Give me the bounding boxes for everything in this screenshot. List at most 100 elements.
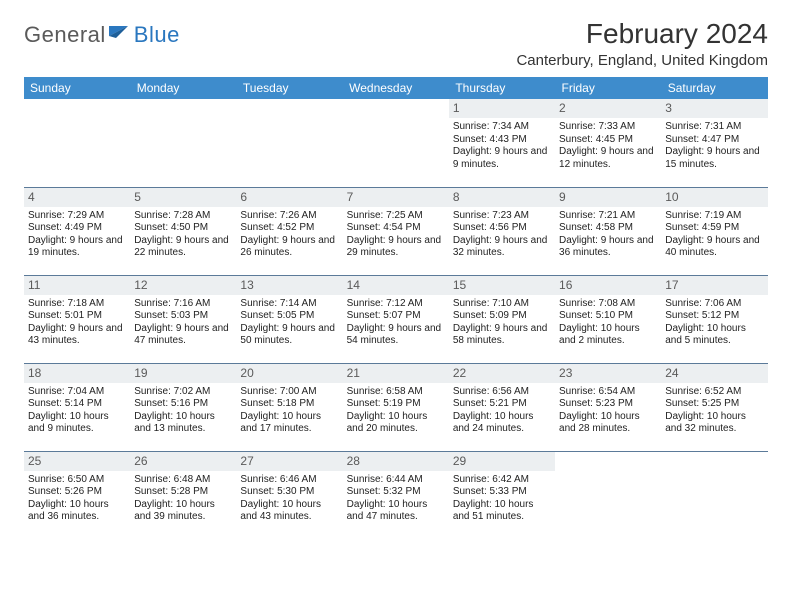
sunrise-line: Sunrise: 7:06 AM — [665, 298, 763, 311]
sunset-line: Sunset: 5:01 PM — [28, 310, 126, 323]
day-number: 29 — [449, 452, 555, 471]
calendar-cell: 5Sunrise: 7:28 AMSunset: 4:50 PMDaylight… — [130, 187, 236, 275]
sunrise-line: Sunrise: 7:08 AM — [559, 298, 657, 311]
calendar-cell: 29 Sunrise: 6:42 AMSunset: 5:33 PMDayligh… — [449, 451, 555, 539]
calendar-cell: 12Sunrise: 7:16 AMSunset: 5:03 PMDayligh… — [130, 275, 236, 363]
sunrise-line: Sunrise: 7:25 AM — [347, 210, 445, 223]
calendar-week-row: 25 Sunrise: 6:50 AMSunset: 5:26 PM Dayligh… — [24, 451, 768, 539]
day-number: 25 — [24, 452, 130, 471]
calendar-cell: 9Sunrise: 7:21 AMSunset: 4:58 PMDaylight… — [555, 187, 661, 275]
sunset-line: Sunset: 5:26 PM — [28, 486, 126, 499]
day-number: 2 — [555, 99, 661, 118]
day-number: 10 — [661, 188, 767, 207]
sunrise-line: Sunrise: 7:28 AM — [134, 210, 232, 223]
day-number: 7 — [343, 188, 449, 207]
sunset-line: Sunset: 5:28 PM — [134, 486, 232, 499]
weekday-header: Friday — [555, 77, 661, 99]
weekday-header: Thursday — [449, 77, 555, 99]
sunrise-line: Sunrise: 7:12 AM — [347, 298, 445, 311]
day-number: 1 — [449, 99, 555, 118]
flag-icon — [108, 24, 130, 47]
daylight-line: Daylight: 10 hours and 24 minutes. — [453, 411, 551, 436]
day-number: 24 — [661, 364, 767, 383]
sunset-line: Sunset: 4:43 PM — [453, 134, 551, 147]
day-number: 5 — [130, 188, 236, 207]
day-number: 20 — [236, 364, 342, 383]
sunrise-line: Sunrise: 7:21 AM — [559, 210, 657, 223]
sunrise-line: Sunrise: 7:14 AM — [240, 298, 338, 311]
daylight-line: Daylight: 9 hours and 26 minutes. — [240, 235, 338, 260]
calendar-cell: 10 Sunrise: 7:19 AMSunset: 4:59 PMDayligh… — [661, 187, 767, 275]
calendar-cell: 21Sunrise: 6:58 AMSunset: 5:19 PMDayligh… — [343, 363, 449, 451]
day-number: 3 — [661, 99, 767, 118]
calendar-cell: 8Sunrise: 7:23 AMSunset: 4:56 PMDaylight… — [449, 187, 555, 275]
sunrise-line: Sunrise: 6:48 AM — [134, 474, 232, 487]
sunset-line: Sunset: 5:32 PM — [347, 486, 445, 499]
sunset-line: Sunset: 5:09 PM — [453, 310, 551, 323]
calendar-week-row: 1Sunrise: 7:34 AMSunset: 4:43 PMDaylight… — [24, 99, 768, 187]
sunset-line: Sunset: 4:45 PM — [559, 134, 657, 147]
weekday-header: Monday — [130, 77, 236, 99]
daylight-line: Daylight: 10 hours and 32 minutes. — [665, 411, 763, 436]
daylight-line: Daylight: 9 hours and 43 minutes. — [28, 323, 126, 348]
sunset-line: Sunset: 5:21 PM — [453, 398, 551, 411]
day-number: 22 — [449, 364, 555, 383]
daylight-line: Daylight: 10 hours and 20 minutes. — [347, 411, 445, 436]
calendar-cell: 27Sunrise: 6:46 AMSunset: 5:30 PMDayligh… — [236, 451, 342, 539]
calendar-cell: 23Sunrise: 6:54 AMSunset: 5:23 PMDayligh… — [555, 363, 661, 451]
sunrise-line: Sunrise: 6:44 AM — [347, 474, 445, 487]
daylight-line: Daylight: 9 hours and 40 minutes. — [665, 235, 763, 260]
day-number: 17 — [661, 276, 767, 295]
calendar-cell: 18Sunrise: 7:04 AMSunset: 5:14 PMDayligh… — [24, 363, 130, 451]
calendar-cell: 1 Sunrise: 7:34 AMSunset: 4:43 PMDaylight… — [449, 99, 555, 187]
day-number: 12 — [130, 276, 236, 295]
calendar-week-row: 18Sunrise: 7:04 AMSunset: 5:14 PMDayligh… — [24, 363, 768, 451]
daylight-line: Daylight: 10 hours and 43 minutes. — [240, 499, 338, 524]
sunset-line: Sunset: 5:33 PM — [453, 486, 551, 499]
sunrise-line: Sunrise: 6:50 AM — [28, 474, 126, 487]
calendar-cell: 17Sunrise: 7:06 AMSunset: 5:12 PMDayligh… — [661, 275, 767, 363]
day-number: 9 — [555, 188, 661, 207]
daylight-line: Daylight: 9 hours and 12 minutes. — [559, 146, 657, 171]
topbar: General Blue February 2024 Canterbury, E… — [24, 18, 768, 69]
calendar-cell: 25Sunrise: 6:50 AMSunset: 5:26 PMDayligh… — [24, 451, 130, 539]
calendar-cell-empty — [236, 99, 342, 187]
sunset-line: Sunset: 5:05 PM — [240, 310, 338, 323]
day-number: 8 — [449, 188, 555, 207]
calendar-cell-empty — [555, 451, 661, 539]
daylight-line: Daylight: 10 hours and 51 minutes. — [453, 499, 551, 524]
calendar-cell: 4Sunrise: 7:29 AMSunset: 4:49 PMDaylight… — [24, 187, 130, 275]
sunrise-line: Sunrise: 6:42 AM — [453, 474, 551, 487]
sunrise-line: Sunrise: 6:58 AM — [347, 386, 445, 399]
daylight-line: Daylight: 10 hours and 28 minutes. — [559, 411, 657, 436]
sunset-line: Sunset: 5:10 PM — [559, 310, 657, 323]
calendar-cell: 19Sunrise: 7:02 AMSunset: 5:16 PMDayligh… — [130, 363, 236, 451]
sunrise-line: Sunrise: 7:19 AM — [665, 210, 763, 223]
daylight-line: Daylight: 9 hours and 29 minutes. — [347, 235, 445, 260]
daylight-line: Daylight: 9 hours and 19 minutes. — [28, 235, 126, 260]
day-number: 23 — [555, 364, 661, 383]
daylight-line: Daylight: 10 hours and 47 minutes. — [347, 499, 445, 524]
month-title: February 2024 — [516, 18, 768, 50]
sunrise-line: Sunrise: 6:56 AM — [453, 386, 551, 399]
daylight-line: Daylight: 9 hours and 9 minutes. — [453, 146, 551, 171]
sunset-line: Sunset: 5:23 PM — [559, 398, 657, 411]
sunrise-line: Sunrise: 7:18 AM — [28, 298, 126, 311]
calendar-cell-empty — [661, 451, 767, 539]
day-number: 13 — [236, 276, 342, 295]
weekday-header: Tuesday — [236, 77, 342, 99]
sunrise-line: Sunrise: 6:46 AM — [240, 474, 338, 487]
day-number: 15 — [449, 276, 555, 295]
day-number: 19 — [130, 364, 236, 383]
sunrise-line: Sunrise: 6:52 AM — [665, 386, 763, 399]
sunset-line: Sunset: 5:03 PM — [134, 310, 232, 323]
sunset-line: Sunset: 5:30 PM — [240, 486, 338, 499]
logo-text-general: General — [24, 22, 106, 48]
sunrise-line: Sunrise: 7:34 AM — [453, 121, 551, 134]
sunrise-line: Sunrise: 7:33 AM — [559, 121, 657, 134]
logo: General Blue — [24, 22, 180, 48]
sunset-line: Sunset: 5:16 PM — [134, 398, 232, 411]
sunset-line: Sunset: 4:59 PM — [665, 222, 763, 235]
daylight-line: Daylight: 9 hours and 50 minutes. — [240, 323, 338, 348]
sunset-line: Sunset: 4:49 PM — [28, 222, 126, 235]
